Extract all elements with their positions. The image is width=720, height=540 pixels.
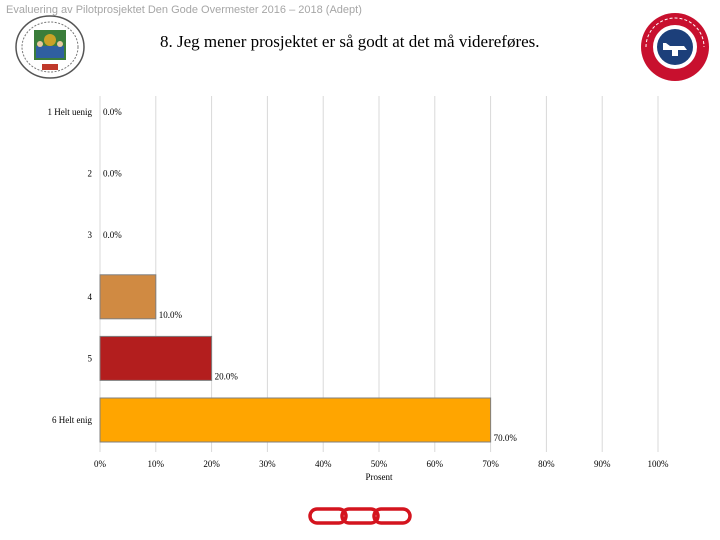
x-tick-label: 50% [371, 459, 388, 469]
chart-title: 8. Jeg mener prosjektet er så godt at de… [160, 32, 540, 51]
lodge-seal-logo [15, 15, 85, 79]
x-tick-label: 40% [315, 459, 332, 469]
category-label: 6 Helt enig [52, 415, 92, 425]
x-tick-label: 10% [148, 459, 165, 469]
category-label: 1 Helt uenig [48, 107, 93, 117]
x-tick-label: 90% [594, 459, 611, 469]
bar [99, 274, 157, 320]
x-tick-label: 0% [94, 459, 107, 469]
presentation-header: Evaluering av Pilotprosjektet Den Gode O… [6, 4, 362, 16]
x-tick-label: 80% [538, 459, 555, 469]
bar [99, 335, 213, 381]
chain-links-icon [308, 507, 412, 525]
x-tick-label: 70% [482, 459, 499, 469]
odd-fellow-badge-logo [641, 13, 709, 81]
category-label: 3 [88, 230, 93, 240]
data-label: 0.0% [103, 230, 122, 240]
category-label: 4 [88, 292, 93, 302]
category-label: 5 [88, 353, 93, 363]
x-axis-label: Prosent [366, 472, 393, 482]
bar [99, 397, 492, 443]
x-tick-label: 100% [648, 459, 670, 469]
data-label: 0.0% [103, 169, 122, 179]
data-label: 0.0% [103, 107, 122, 117]
category-label: 2 [88, 169, 93, 179]
data-label: 20.0% [215, 371, 239, 381]
x-tick-label: 30% [259, 459, 276, 469]
data-label: 10.0% [159, 310, 183, 320]
x-tick-label: 20% [203, 459, 220, 469]
x-tick-label: 60% [427, 459, 444, 469]
data-label: 70.0% [494, 433, 518, 443]
